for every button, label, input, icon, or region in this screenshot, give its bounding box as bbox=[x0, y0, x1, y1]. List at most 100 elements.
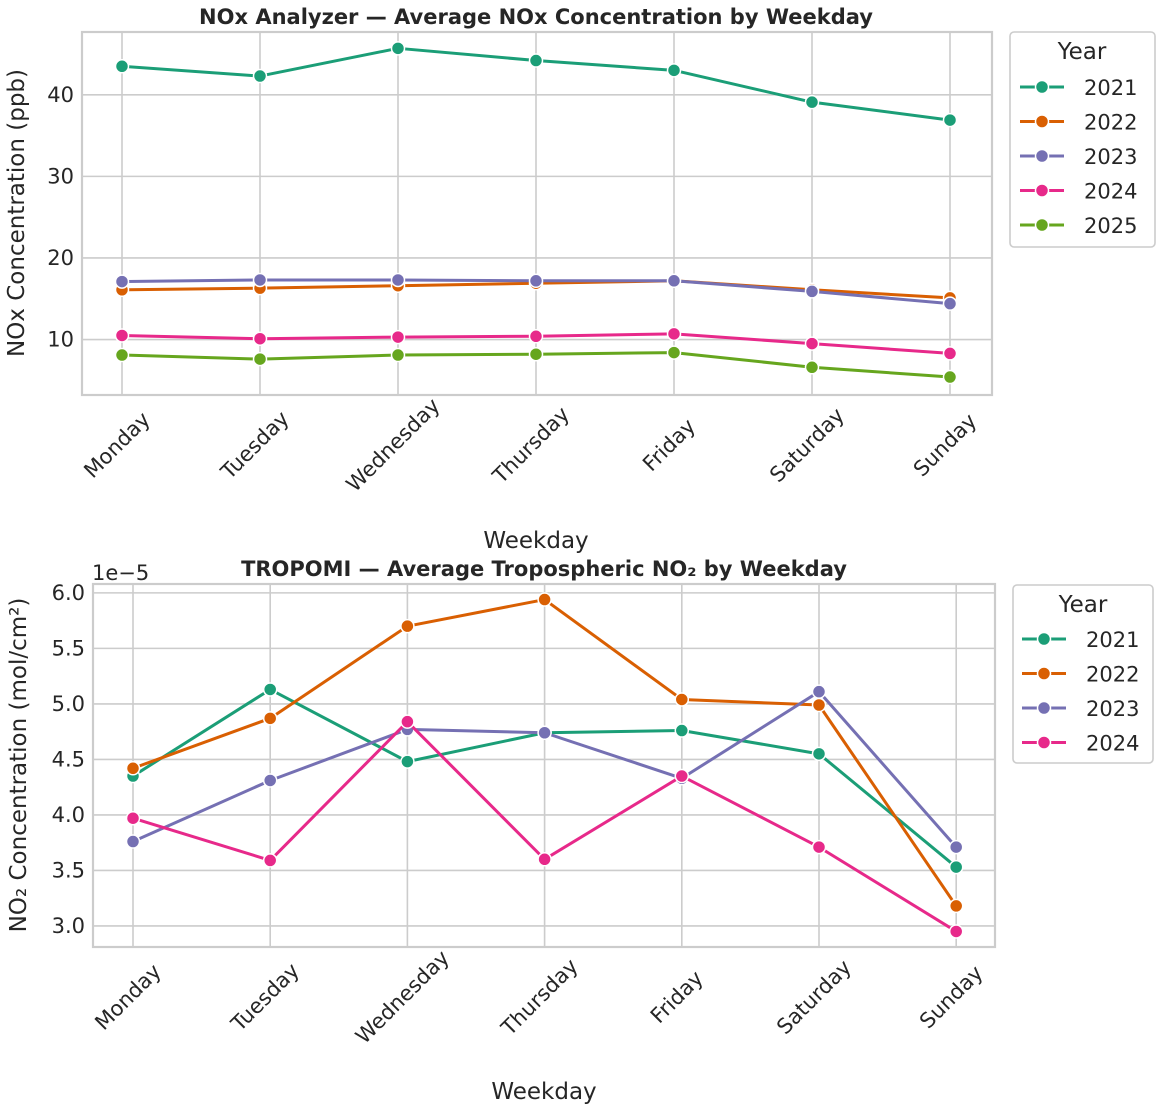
point-2021-friday bbox=[666, 63, 682, 78]
y-tick-label: 6.0 bbox=[52, 581, 85, 605]
point-2025-saturday bbox=[804, 360, 820, 375]
legend-title: Year bbox=[1058, 592, 1108, 618]
point-2024-thursday bbox=[528, 329, 544, 344]
legend-item-2025: 2025 bbox=[1020, 214, 1137, 238]
legend-label: 2024 bbox=[1084, 180, 1137, 204]
point-2024-sunday bbox=[942, 346, 958, 361]
x-tick-label: Saturday bbox=[772, 955, 856, 1039]
point-2021-monday bbox=[114, 59, 130, 74]
point-2023-monday bbox=[114, 274, 130, 289]
point-2022-monday bbox=[125, 761, 141, 776]
legend-marker bbox=[1034, 79, 1050, 95]
point-2021-saturday bbox=[804, 94, 820, 110]
y-tick-label: 30 bbox=[47, 164, 74, 188]
point-2023-friday bbox=[666, 273, 682, 289]
legend: Year 2021 2022 2023 2024 bbox=[1012, 584, 1154, 764]
point-2021-friday bbox=[674, 723, 690, 738]
point-2024-saturday bbox=[804, 336, 820, 351]
chart-title: NOx Analyzer — Average NOx Concentration… bbox=[199, 5, 873, 29]
point-2023-sunday bbox=[948, 839, 964, 855]
legend-marker bbox=[1034, 114, 1050, 129]
legend-item-2024: 2024 bbox=[1020, 180, 1137, 204]
legend-marker bbox=[1034, 148, 1050, 164]
point-2022-friday bbox=[674, 692, 690, 707]
legend-marker bbox=[1034, 217, 1050, 233]
legend-item-2022: 2022 bbox=[1020, 111, 1137, 135]
legend-item-2021: 2021 bbox=[1022, 628, 1139, 652]
legend-item-2023: 2023 bbox=[1020, 145, 1137, 169]
point-2025-tuesday bbox=[252, 351, 268, 367]
legend-marker bbox=[1036, 631, 1052, 647]
series-2025 bbox=[114, 345, 958, 385]
y-tick-label: 4.5 bbox=[52, 747, 85, 771]
plot-frame bbox=[80, 30, 994, 397]
chart-title: TROPOMI — Average Tropospheric NO₂ by We… bbox=[241, 557, 847, 581]
point-2024-friday bbox=[666, 326, 682, 342]
point-2024-saturday bbox=[811, 839, 827, 855]
point-2025-monday bbox=[114, 347, 130, 363]
x-axis-label: Weekday bbox=[483, 528, 588, 554]
x-tick-label: Tuesday bbox=[226, 958, 304, 1036]
x-tick-label: Tuesday bbox=[216, 406, 294, 484]
x-tick-label: Saturday bbox=[765, 403, 849, 487]
legend-marker bbox=[1036, 735, 1052, 750]
point-2024-wednesday bbox=[400, 714, 415, 729]
legend-label: 2023 bbox=[1084, 145, 1137, 169]
y-axis-label: NOx Concentration (ppb) bbox=[4, 69, 30, 357]
point-2023-monday bbox=[125, 834, 141, 849]
point-2021-tuesday bbox=[262, 682, 278, 697]
y-tick-label: 5.5 bbox=[52, 636, 85, 660]
point-2023-thursday bbox=[537, 725, 552, 741]
point-2021-wednesday bbox=[390, 41, 406, 56]
y-tick-label: 10 bbox=[47, 328, 74, 352]
legend-label: 2022 bbox=[1086, 663, 1139, 687]
point-2021-sunday bbox=[948, 859, 964, 875]
point-2024-monday bbox=[125, 810, 141, 826]
y-tick-label: 4.0 bbox=[52, 803, 85, 827]
series-2024 bbox=[125, 714, 964, 939]
point-2022-saturday bbox=[811, 697, 827, 713]
series-2024 bbox=[114, 326, 958, 361]
point-2024-thursday bbox=[537, 852, 552, 867]
point-2021-sunday bbox=[942, 112, 958, 128]
point-2023-tuesday bbox=[252, 272, 268, 288]
point-2025-thursday bbox=[528, 346, 544, 362]
legend-label: 2021 bbox=[1084, 76, 1137, 100]
point-2024-tuesday bbox=[252, 331, 268, 346]
y-axis-label: NO₂ Concentration (mol/cm²) bbox=[6, 598, 32, 933]
point-2023-wednesday bbox=[390, 272, 406, 288]
point-2025-friday bbox=[666, 345, 682, 360]
point-2024-friday bbox=[674, 768, 690, 784]
legend-marker bbox=[1036, 700, 1052, 716]
y-tick-label: 20 bbox=[47, 246, 74, 270]
plot-frame bbox=[91, 582, 997, 949]
series-2023 bbox=[114, 272, 958, 311]
point-2023-saturday bbox=[804, 284, 820, 299]
x-tick-label: Sunday bbox=[909, 409, 982, 482]
legend-marker bbox=[1034, 183, 1050, 198]
legend-item-2021: 2021 bbox=[1020, 76, 1137, 100]
x-tick-label: Wednesday bbox=[351, 946, 454, 1049]
x-tick-label: Thursday bbox=[487, 402, 574, 489]
x-tick-label: Wednesday bbox=[342, 394, 445, 497]
legend-item-2023: 2023 bbox=[1022, 697, 1139, 721]
point-2024-wednesday bbox=[390, 329, 406, 345]
x-tick-label: Thursday bbox=[496, 954, 583, 1041]
y-tick-label: 40 bbox=[47, 83, 74, 107]
series-2022 bbox=[125, 592, 964, 914]
point-2023-sunday bbox=[942, 296, 958, 311]
nox-analyzer-chart: NOx Analyzer — Average NOx Concentration… bbox=[4, 5, 1156, 554]
point-2023-thursday bbox=[528, 273, 544, 289]
point-2022-sunday bbox=[948, 898, 964, 914]
tropomi-chart: TROPOMI — Average Tropospheric NO₂ by We… bbox=[6, 557, 1154, 1105]
point-2022-tuesday bbox=[262, 711, 278, 726]
legend-label: 2021 bbox=[1086, 628, 1139, 652]
point-2022-thursday bbox=[537, 592, 552, 607]
point-2021-wednesday bbox=[400, 754, 415, 769]
point-2022-wednesday bbox=[400, 618, 415, 634]
x-axis-label: Weekday bbox=[491, 1079, 596, 1105]
x-tick-label: Friday bbox=[646, 966, 708, 1028]
legend-label: 2022 bbox=[1084, 111, 1137, 135]
legend-label: 2025 bbox=[1084, 214, 1137, 238]
